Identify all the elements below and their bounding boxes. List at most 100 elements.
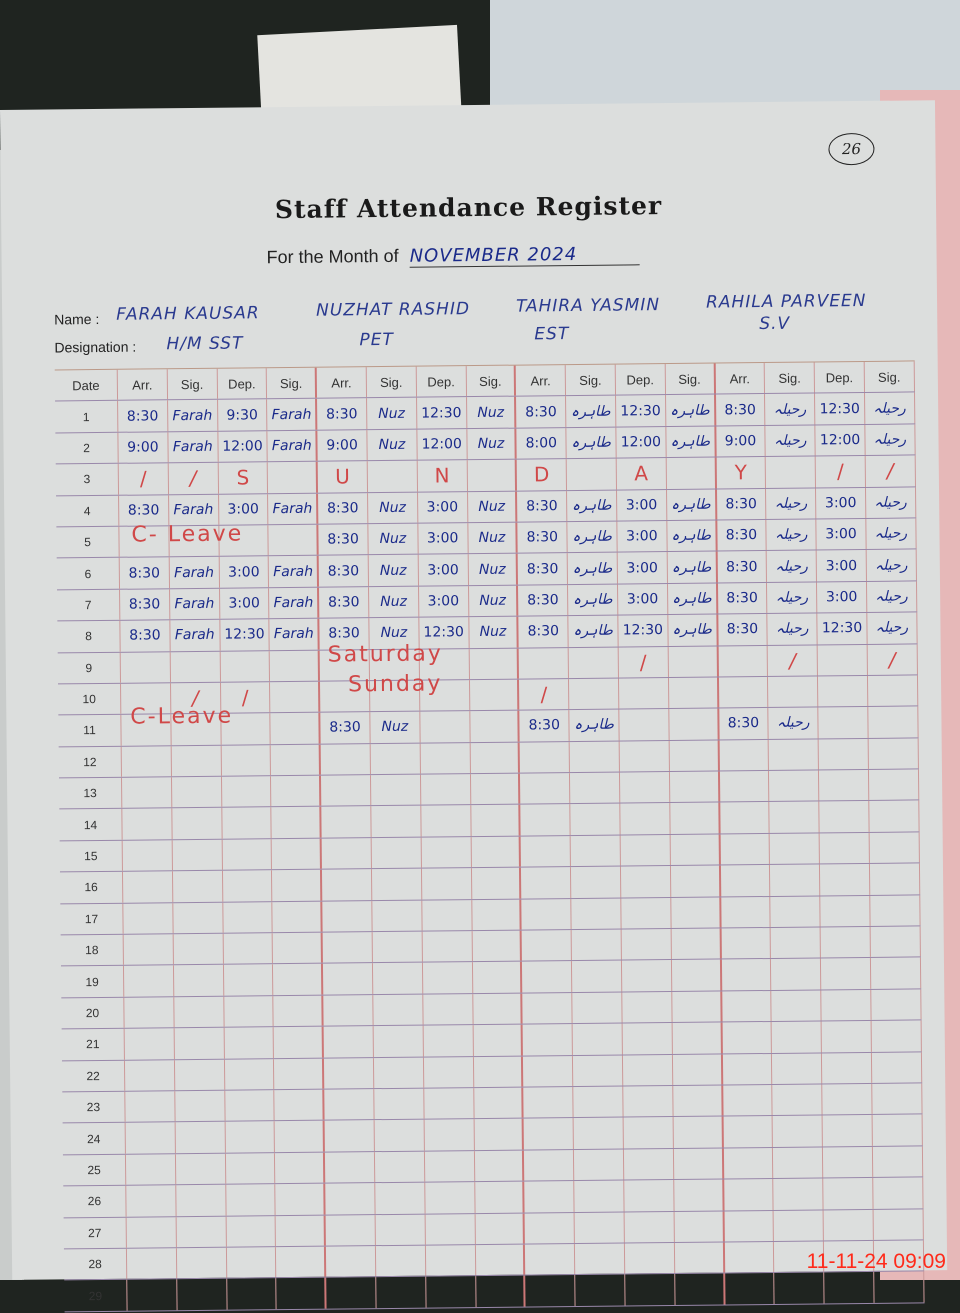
signature-cell <box>770 927 822 959</box>
signature-cell <box>274 1026 325 1058</box>
signature-cell <box>174 996 225 1028</box>
date-cell: 13 <box>59 777 123 809</box>
departure-cell <box>420 711 471 743</box>
arrival-cell <box>120 651 171 683</box>
departure-cell <box>226 1247 277 1279</box>
departure-cell <box>820 895 871 927</box>
arrival-cell <box>523 1087 574 1118</box>
date-cell: 22 <box>61 1060 126 1092</box>
arrival-cell <box>122 840 173 872</box>
arrival-cell: 8:30 <box>118 400 169 432</box>
signature-cell <box>175 1153 226 1185</box>
arrival-cell: 8:30 <box>120 620 171 652</box>
signature-cell <box>570 835 621 867</box>
date-cell: 15 <box>59 840 123 872</box>
signature-cell <box>573 1055 624 1087</box>
signature-cell <box>176 1184 227 1216</box>
arrival-cell: 9:00 <box>118 432 169 463</box>
arrival-cell <box>524 1149 575 1181</box>
page-title: Staff Attendance Register <box>274 191 663 225</box>
arrival-cell <box>326 1277 377 1309</box>
date-cell: 20 <box>61 997 125 1029</box>
arrival-cell <box>324 1057 375 1089</box>
arrival-cell <box>521 898 572 930</box>
signature-cell <box>268 524 319 556</box>
date-cell: 7 <box>57 589 121 621</box>
departure-cell <box>821 958 872 990</box>
date-cell: 17 <box>60 903 124 935</box>
designation-label: Designation : <box>54 338 137 356</box>
signature-cell <box>574 1180 625 1212</box>
signature-cell <box>669 771 720 803</box>
signature-cell: رحیلہ <box>765 393 816 425</box>
signature-cell <box>770 864 821 896</box>
departure-cell <box>223 995 275 1027</box>
column-header: Arr. <box>715 363 766 394</box>
signature-cell: رحیلہ <box>766 488 817 519</box>
departure-cell <box>222 901 274 933</box>
departure-cell <box>425 1213 476 1245</box>
departure-cell <box>823 1146 874 1178</box>
departure-cell <box>223 933 274 965</box>
signature-cell: Nuz <box>367 398 418 429</box>
name-label: Name : <box>54 310 100 328</box>
departure-cell <box>223 964 274 996</box>
signature-cell: / <box>768 644 819 676</box>
arrival-cell <box>122 777 173 809</box>
signature-cell: Nuz <box>467 522 519 554</box>
signature-cell <box>574 1149 625 1181</box>
departure-cell <box>819 801 870 833</box>
arrival-cell <box>720 896 771 928</box>
signature-cell <box>569 678 620 710</box>
column-header: Arr. <box>516 365 567 396</box>
arrival-cell <box>521 930 573 961</box>
signature-cell <box>472 993 523 1025</box>
signature-cell <box>271 744 322 776</box>
signature-cell <box>173 965 224 997</box>
departure-cell: N <box>417 460 468 492</box>
signature-cell <box>273 964 324 995</box>
signature-cell <box>773 1147 824 1179</box>
signature-cell: طاہرہ <box>567 490 618 522</box>
departure-cell <box>621 929 672 960</box>
signature-cell <box>274 1058 325 1090</box>
column-header: Sig. <box>466 365 517 397</box>
signature-cell: Nuz <box>368 523 419 555</box>
departure-cell: 12:00 <box>616 426 667 458</box>
signature-cell <box>673 1148 724 1180</box>
signature-cell <box>872 1114 923 1146</box>
signature-cell <box>670 802 721 834</box>
signature-cell: رحیلہ <box>866 581 918 613</box>
departure-cell: 3:00 <box>816 550 867 582</box>
signature-cell <box>568 647 619 678</box>
date-cell: 3 <box>55 463 120 495</box>
signature-cell <box>176 1216 227 1248</box>
arrival-cell: D <box>517 459 568 491</box>
date-cell: 27 <box>63 1217 127 1249</box>
arrival-cell <box>724 1241 775 1273</box>
signature-cell <box>175 1090 226 1122</box>
departure-cell: 3:00 <box>816 518 867 550</box>
signature-cell <box>672 1054 723 1085</box>
signature-cell <box>575 1243 626 1275</box>
arrival-cell <box>721 928 772 959</box>
signature-cell <box>771 990 822 1022</box>
departure-cell <box>820 926 871 958</box>
arrival-cell <box>719 739 770 771</box>
departure-cell <box>421 805 472 837</box>
signature-cell <box>868 706 919 738</box>
staff-name-4: RAHILA PARVEEN <box>705 290 867 313</box>
departure-cell: 12:00 <box>217 430 269 462</box>
signature-cell <box>273 995 324 1027</box>
departure-cell <box>623 1085 674 1117</box>
arrival-cell: Y <box>716 457 767 489</box>
departure-cell <box>225 1184 276 1216</box>
departure-cell <box>423 1025 474 1057</box>
arrival-cell: 8:30 <box>718 708 769 740</box>
arrival-cell: 8:30 <box>716 488 767 520</box>
month-line: For the Month of NOVEMBER 2024 <box>266 243 640 269</box>
signature-cell <box>573 1086 624 1118</box>
signature-cell <box>374 1119 425 1151</box>
arrival-cell <box>722 1022 773 1054</box>
signature-cell: طاہرہ <box>666 489 717 520</box>
